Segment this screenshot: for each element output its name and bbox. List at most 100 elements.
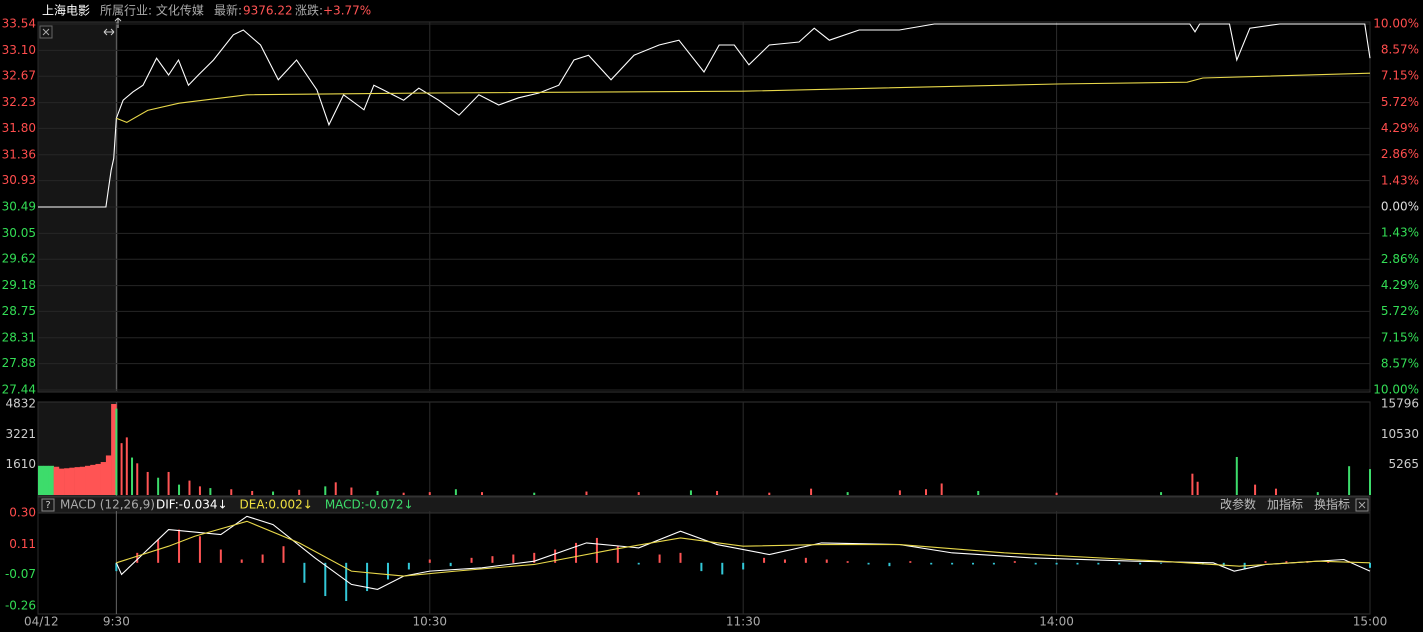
y2-tick-label: 7.15% bbox=[1381, 69, 1419, 83]
bar bbox=[178, 529, 181, 563]
bar bbox=[658, 554, 661, 563]
close-box[interactable] bbox=[39, 25, 53, 39]
auction-volume bbox=[38, 465, 44, 495]
bar bbox=[198, 536, 201, 563]
bar bbox=[804, 557, 807, 563]
volume-panel bbox=[37, 401, 1371, 497]
drag-icon[interactable] bbox=[114, 17, 122, 28]
y-tick-label: 30.05 bbox=[2, 226, 36, 240]
bar bbox=[888, 562, 891, 567]
change-label: 涨跌: bbox=[295, 3, 323, 18]
bar bbox=[972, 562, 975, 565]
bar bbox=[402, 492, 405, 495]
indicator-button[interactable]: 换指标 bbox=[1314, 497, 1350, 512]
x-tick-label: 10:30 bbox=[412, 615, 447, 629]
bar bbox=[1369, 562, 1371, 568]
y2-tick-label: 7.15% bbox=[1381, 330, 1419, 344]
indicator-button[interactable]: 加指标 bbox=[1267, 497, 1303, 512]
y-tick-label: 3221 bbox=[5, 427, 36, 441]
bar bbox=[157, 477, 160, 495]
remove-icon[interactable] bbox=[1358, 501, 1366, 509]
x-tick-label: 15:00 bbox=[1353, 615, 1388, 629]
y2-tick-label: 10.00% bbox=[1373, 17, 1419, 31]
bar bbox=[209, 488, 212, 495]
bar bbox=[846, 492, 849, 495]
bar bbox=[376, 490, 379, 495]
industry: 所属行业: 文化传媒 bbox=[100, 3, 204, 18]
bar bbox=[350, 487, 353, 495]
bar bbox=[1076, 562, 1079, 565]
bar bbox=[481, 492, 483, 495]
auction-volume bbox=[69, 467, 75, 495]
bar bbox=[825, 559, 828, 563]
y2-tick-label: 5.72% bbox=[1381, 95, 1419, 109]
indicator-button[interactable]: 改参数 bbox=[1220, 497, 1256, 512]
bar bbox=[470, 557, 473, 563]
bar bbox=[454, 489, 457, 495]
y2-tick-label: 15796 bbox=[1381, 397, 1419, 411]
bar bbox=[324, 486, 327, 495]
bar bbox=[1274, 488, 1277, 495]
bar bbox=[992, 562, 995, 565]
y2-tick-label: 5265 bbox=[1388, 457, 1419, 471]
bar bbox=[1254, 484, 1257, 495]
bar bbox=[298, 489, 301, 495]
y-tick-label: 33.54 bbox=[2, 17, 36, 31]
bar bbox=[178, 484, 181, 495]
line bbox=[38, 23, 1371, 208]
bar bbox=[763, 557, 766, 563]
bar bbox=[407, 562, 410, 570]
bar bbox=[554, 549, 557, 563]
resize-icon[interactable] bbox=[103, 28, 115, 36]
bar bbox=[977, 490, 980, 495]
bar bbox=[1097, 562, 1100, 565]
bar bbox=[846, 561, 849, 563]
auction-volume bbox=[85, 465, 91, 495]
y2-tick-label: 5.72% bbox=[1381, 304, 1419, 318]
bar bbox=[716, 490, 719, 495]
macd-panel bbox=[37, 512, 1371, 615]
remove-box[interactable] bbox=[1355, 498, 1369, 512]
y-tick-label: 31.80 bbox=[2, 121, 36, 135]
bar bbox=[136, 463, 139, 495]
bar bbox=[1160, 492, 1163, 495]
indicator-title: MACD (12,26,9) bbox=[60, 498, 155, 512]
bar bbox=[167, 471, 170, 495]
help-icon[interactable]: ? bbox=[45, 500, 50, 511]
indicator-readout: MACD:-0.072↓ bbox=[325, 498, 414, 512]
auction-volume bbox=[53, 466, 60, 495]
bar bbox=[251, 490, 254, 495]
y-tick-label: 33.10 bbox=[2, 43, 36, 57]
auction-volume bbox=[90, 464, 96, 495]
bar bbox=[867, 562, 870, 565]
help-box[interactable] bbox=[41, 498, 55, 512]
bar bbox=[1139, 562, 1142, 565]
bar bbox=[131, 457, 134, 495]
bar bbox=[925, 489, 927, 495]
bar bbox=[219, 549, 222, 563]
bar bbox=[637, 562, 640, 565]
bar bbox=[188, 480, 191, 495]
close-icon[interactable] bbox=[42, 28, 50, 36]
y-tick-label: 29.18 bbox=[2, 278, 36, 292]
bar bbox=[324, 562, 327, 597]
bar bbox=[1160, 562, 1163, 564]
bar bbox=[386, 562, 389, 580]
bar bbox=[585, 491, 588, 495]
auction-volume bbox=[48, 465, 54, 495]
auction-volume bbox=[100, 462, 107, 495]
x-tick-label: 11:30 bbox=[726, 615, 761, 629]
bar bbox=[1316, 492, 1319, 495]
bar bbox=[1235, 456, 1238, 495]
bar bbox=[1013, 561, 1016, 563]
bar bbox=[930, 562, 933, 565]
y2-tick-label: 10530 bbox=[1381, 427, 1419, 441]
y-tick-label: 28.31 bbox=[2, 330, 36, 344]
bar bbox=[146, 471, 149, 495]
y-tick-label: 27.44 bbox=[2, 383, 36, 397]
bar bbox=[1034, 562, 1037, 565]
y2-tick-label: 2.86% bbox=[1381, 147, 1419, 161]
auction-volume bbox=[58, 468, 65, 495]
y2-tick-label: 0.00% bbox=[1381, 200, 1419, 214]
y-tick-label: 30.49 bbox=[2, 200, 36, 214]
